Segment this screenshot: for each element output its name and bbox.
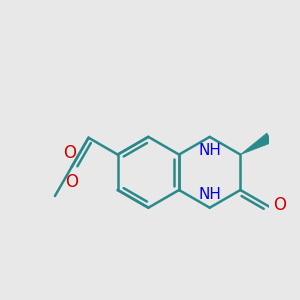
Text: O: O	[273, 196, 286, 214]
Text: NH: NH	[198, 187, 221, 202]
Text: O: O	[63, 144, 76, 162]
Text: O: O	[65, 173, 78, 191]
Text: NH: NH	[198, 143, 221, 158]
Polygon shape	[240, 133, 272, 154]
